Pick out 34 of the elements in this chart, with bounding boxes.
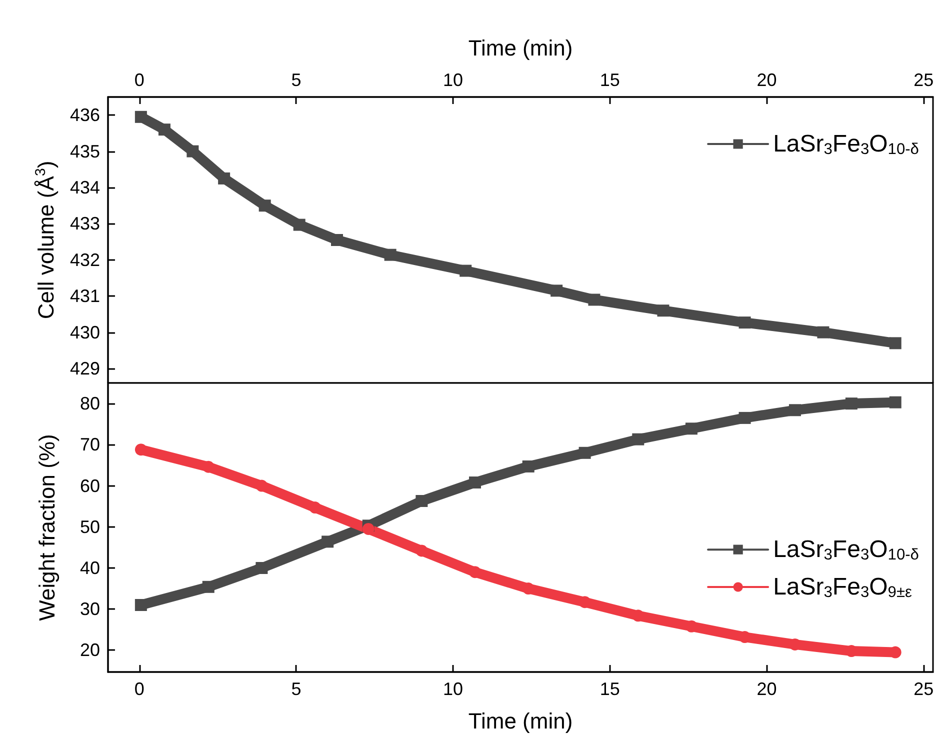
legend-label: LaSr3Fe3O10-δ bbox=[773, 130, 920, 158]
y-tick-label: 80 bbox=[80, 394, 100, 414]
legend-label: LaSr3Fe3O9±ε bbox=[773, 574, 912, 601]
y-tick-label: 429 bbox=[70, 358, 100, 379]
y-tick-label: 432 bbox=[70, 250, 100, 270]
y-tick-label: 40 bbox=[80, 558, 100, 578]
x-tick-label: 15 bbox=[600, 679, 620, 699]
y-tick-label: 50 bbox=[80, 516, 100, 537]
x-tick-label: 15 bbox=[600, 70, 620, 90]
y-tick-label: 430 bbox=[70, 322, 100, 342]
x-tick-label: 25 bbox=[914, 70, 934, 90]
y-tick-label: 60 bbox=[80, 476, 100, 496]
legend-label: LaSr3Fe3O10-δ bbox=[773, 536, 920, 564]
x-tick-label: 10 bbox=[443, 679, 464, 699]
y-tick-label: 30 bbox=[80, 599, 100, 620]
x-tick-label: 5 bbox=[291, 70, 302, 90]
y-tick-label: 436 bbox=[70, 105, 100, 126]
x-tick-label: 20 bbox=[756, 70, 777, 90]
x-axis-title: Time (min) bbox=[468, 36, 573, 60]
x-tick-label: 0 bbox=[134, 70, 144, 90]
x-tick-label: 20 bbox=[756, 679, 777, 699]
y-tick-label: 435 bbox=[70, 141, 100, 162]
y-tick-label: 20 bbox=[80, 640, 100, 660]
y-axis-title: Weight fraction (%) bbox=[34, 434, 60, 621]
y-tick-label: 70 bbox=[80, 434, 100, 455]
x-tick-label: 0 bbox=[134, 679, 144, 699]
x-tick-label: 10 bbox=[443, 70, 464, 90]
y-tick-label: 434 bbox=[70, 178, 100, 198]
y-tick-label: 433 bbox=[70, 214, 100, 234]
y-axis-title: Cell volume (Å3) bbox=[33, 160, 59, 320]
y-tick-label: 431 bbox=[70, 286, 100, 306]
x-tick-label: 25 bbox=[914, 679, 934, 699]
x-axis-title: Time (min) bbox=[468, 708, 573, 734]
x-tick-label: 5 bbox=[291, 679, 302, 699]
